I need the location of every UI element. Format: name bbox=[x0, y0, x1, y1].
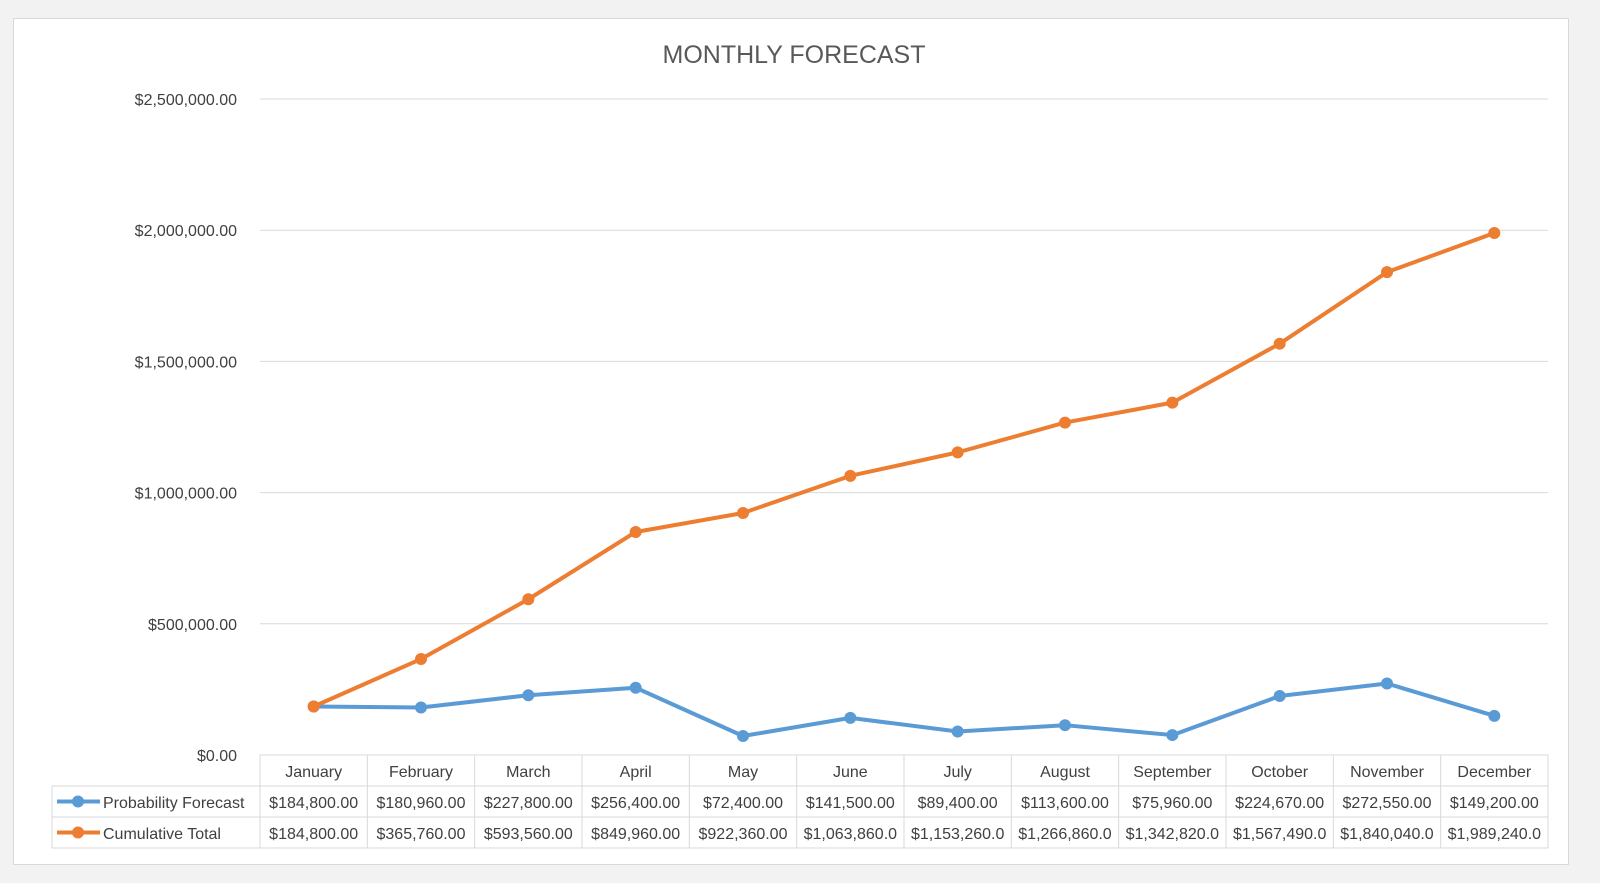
data-point bbox=[415, 653, 427, 666]
series-lines bbox=[307, 227, 1501, 743]
x-tick-label: February bbox=[389, 764, 453, 781]
data-point bbox=[844, 469, 857, 482]
data-label: $1,342,820.0 bbox=[1126, 826, 1220, 843]
data-point bbox=[522, 593, 535, 606]
chart-title: MONTHLY FORECAST bbox=[663, 41, 926, 69]
data-point bbox=[844, 711, 857, 724]
x-tick-label: January bbox=[285, 764, 342, 781]
data-point bbox=[737, 506, 749, 519]
series-line bbox=[311, 681, 1497, 739]
legend-label: Probability Forecast bbox=[103, 795, 245, 812]
data-point bbox=[1059, 416, 1071, 429]
data-point bbox=[522, 689, 535, 702]
y-tick-label: $2,500,000.00 bbox=[135, 92, 237, 109]
gridlines bbox=[260, 98, 1548, 625]
data-point bbox=[1381, 266, 1393, 279]
x-tick-label: June bbox=[833, 764, 868, 781]
series-line bbox=[311, 231, 1497, 709]
data-point bbox=[1166, 729, 1179, 742]
y-tick-label: $500,000.00 bbox=[148, 617, 237, 634]
data-label: $184,800.00 bbox=[269, 826, 358, 843]
x-tick-label: August bbox=[1040, 764, 1090, 781]
data-point bbox=[737, 730, 749, 743]
data-label: $141,500.00 bbox=[806, 795, 895, 812]
y-tick-label: $0.00 bbox=[197, 748, 237, 765]
data-label: $1,153,260.0 bbox=[911, 826, 1005, 843]
x-tick-label: April bbox=[620, 764, 652, 781]
data-label: $849,960.00 bbox=[591, 826, 680, 843]
data-point bbox=[951, 446, 964, 459]
x-tick-label: September bbox=[1133, 764, 1212, 781]
data-label: $180,960.00 bbox=[377, 795, 466, 812]
data-label: $89,400.00 bbox=[918, 795, 998, 812]
data-label: $113,600.00 bbox=[1021, 795, 1109, 812]
data-label: $224,670.00 bbox=[1235, 795, 1324, 812]
data-label: $256,400.00 bbox=[591, 795, 680, 812]
data-label: $922,360.00 bbox=[699, 826, 788, 843]
x-tick-label: July bbox=[943, 764, 971, 781]
data-label: $184,800.00 bbox=[269, 795, 358, 812]
data-point bbox=[629, 681, 642, 694]
data-label: $1,266,860.0 bbox=[1018, 826, 1112, 843]
data-point bbox=[1273, 690, 1286, 703]
y-tick-label: $1,500,000.00 bbox=[135, 354, 237, 371]
legend-marker bbox=[72, 795, 84, 808]
data-point bbox=[1166, 396, 1179, 409]
data-point bbox=[1273, 337, 1286, 350]
data-label: $365,760.00 bbox=[377, 826, 466, 843]
data-table: January February March April May June July Augu… bbox=[51, 754, 1549, 849]
data-point bbox=[1488, 709, 1501, 722]
x-tick-label: May bbox=[728, 764, 758, 781]
x-tick-label: October bbox=[1251, 764, 1309, 781]
legend-marker bbox=[72, 826, 84, 839]
x-tick-label: November bbox=[1350, 764, 1424, 781]
y-tick-label: $1,000,000.00 bbox=[135, 486, 237, 503]
data-label: $1,989,240.0 bbox=[1448, 826, 1542, 843]
data-label: $1,063,860.0 bbox=[804, 826, 898, 843]
chart-area bbox=[13, 18, 1569, 865]
data-point bbox=[307, 700, 320, 713]
data-point bbox=[629, 525, 642, 538]
y-axis: $0.00 $500,000.00 $1,000,000.00 $1,500,000.… bbox=[135, 92, 237, 765]
legend-label: Cumulative Total bbox=[103, 826, 221, 843]
data-label: $72,400.00 bbox=[703, 795, 783, 812]
data-label: $149,200.00 bbox=[1450, 795, 1539, 812]
data-label: $272,550.00 bbox=[1343, 795, 1432, 812]
data-label: $227,800.00 bbox=[484, 795, 573, 812]
data-label: $1,567,490.0 bbox=[1233, 826, 1327, 843]
data-point bbox=[951, 725, 964, 738]
x-tick-label: March bbox=[506, 764, 550, 781]
data-point bbox=[1059, 719, 1071, 732]
data-point bbox=[1381, 677, 1393, 690]
data-label: $593,560.00 bbox=[484, 826, 573, 843]
data-point bbox=[1488, 227, 1501, 240]
data-label: $1,840,040.0 bbox=[1340, 826, 1434, 843]
x-tick-label: December bbox=[1457, 764, 1531, 781]
y-tick-label: $2,000,000.00 bbox=[135, 223, 237, 240]
data-label: $75,960.00 bbox=[1132, 795, 1212, 812]
data-point bbox=[415, 701, 427, 714]
